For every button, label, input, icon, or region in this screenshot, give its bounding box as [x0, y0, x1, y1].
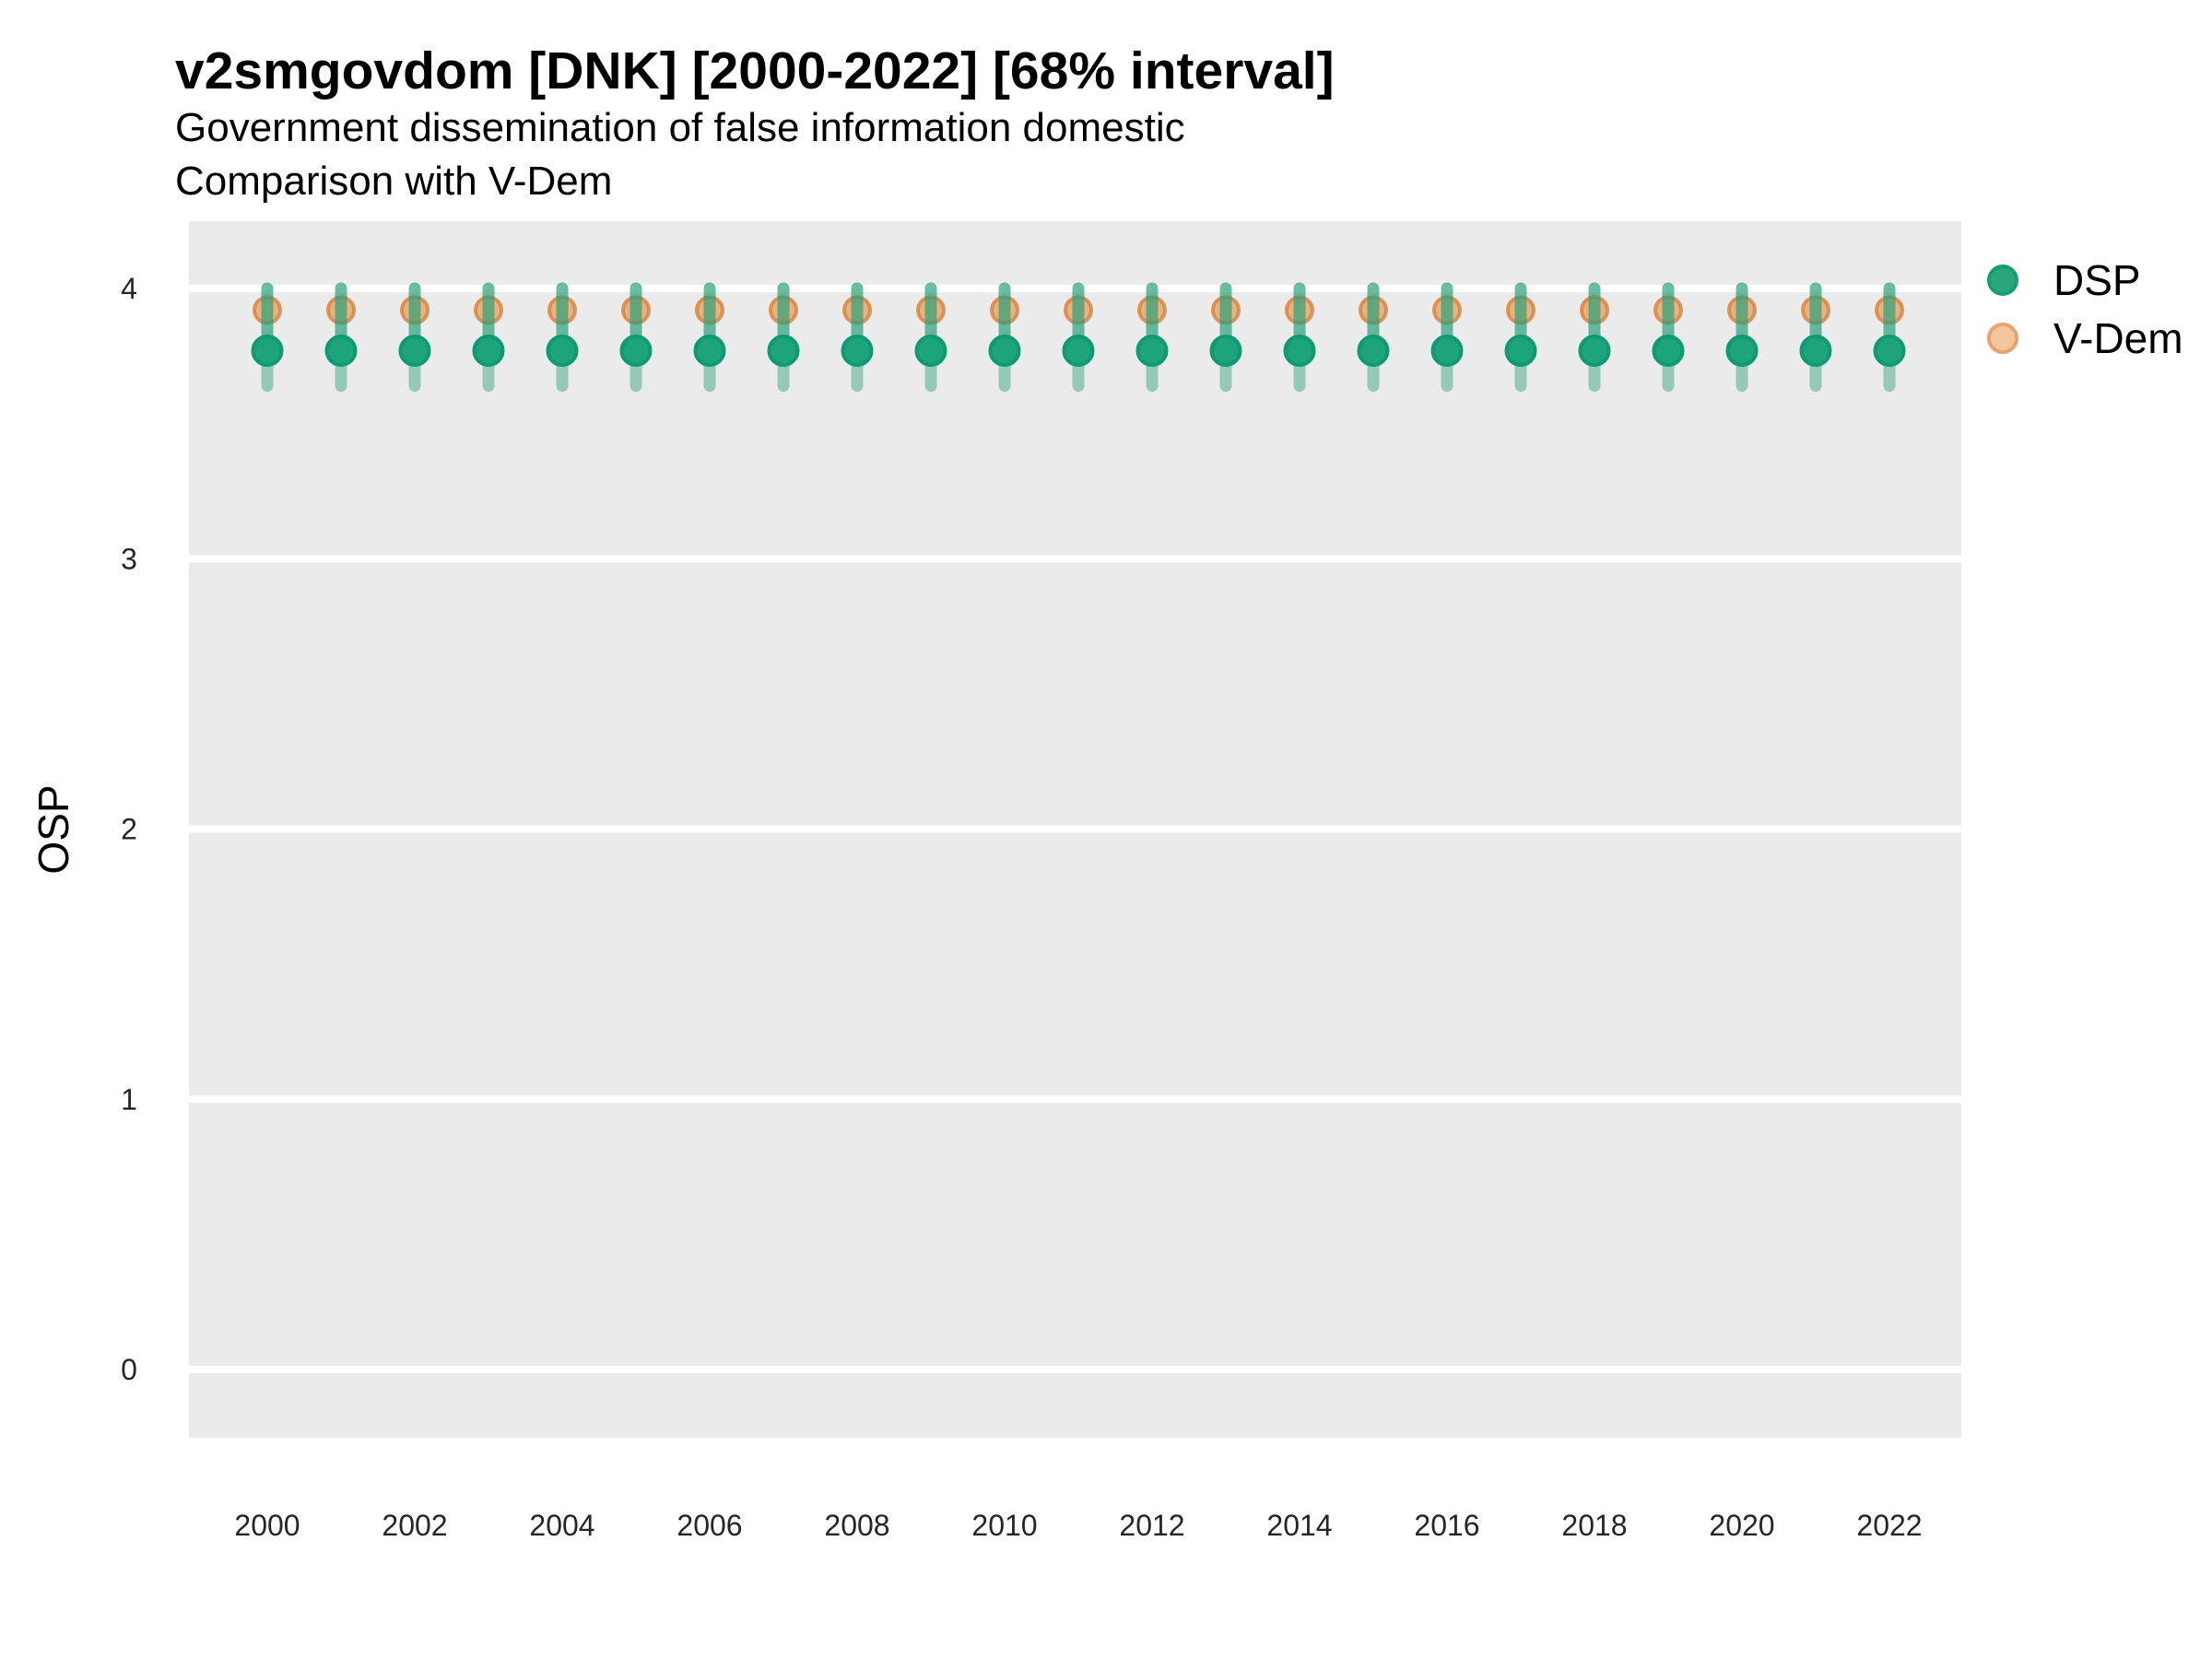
dsp-point — [546, 334, 579, 367]
dsp-point — [251, 334, 284, 367]
vdem-point — [990, 295, 1019, 325]
dsp-point — [324, 334, 358, 367]
vdem-point — [1580, 295, 1609, 325]
vdem-point — [326, 295, 356, 325]
dsp-point — [767, 334, 800, 367]
dsp-point — [1357, 334, 1390, 367]
dsp-point — [1652, 334, 1685, 367]
vdem-point — [1875, 295, 1904, 325]
dsp-point — [1283, 334, 1316, 367]
x-tick-label: 2004 — [529, 1509, 594, 1542]
vdem-point — [1506, 295, 1535, 325]
vdem-point — [621, 295, 651, 325]
vdem-point — [1285, 295, 1314, 325]
dsp-point — [1799, 334, 1832, 367]
chart-subtitle-2: Comparison with V-Dem — [175, 159, 613, 204]
chart-subtitle: Government dissemination of false inform… — [175, 105, 1185, 150]
dsp-point — [472, 334, 505, 367]
dsp-point — [988, 334, 1021, 367]
vdem-point — [1137, 295, 1167, 325]
vdem-point — [1432, 295, 1462, 325]
x-tick-label: 2020 — [1709, 1509, 1774, 1542]
vdem-point — [1653, 295, 1683, 325]
dsp-point — [1430, 334, 1464, 367]
x-tick-label: 2014 — [1266, 1509, 1332, 1542]
x-tick-label: 2022 — [1856, 1509, 1922, 1542]
chart-title: v2smgovdom [DNK] [2000-2022] [68% interv… — [175, 41, 1335, 100]
dsp-point — [1209, 334, 1242, 367]
vdem-legend-dot-icon — [1987, 322, 2018, 354]
legend: DSP V-Dem — [1987, 251, 2183, 367]
dsp-point — [1504, 334, 1537, 367]
dsp-point — [1062, 334, 1095, 367]
vdem-point — [769, 295, 798, 325]
vdem-point — [1727, 295, 1757, 325]
y-tick-label: 0 — [121, 1353, 137, 1386]
dsp-point — [1725, 334, 1759, 367]
legend-item-dsp: DSP — [1987, 251, 2183, 309]
y-tick-label: 1 — [121, 1083, 137, 1116]
x-tick-label: 2008 — [824, 1509, 889, 1542]
dsp-point — [693, 334, 726, 367]
y-tick-label: 3 — [121, 542, 137, 575]
vdem-point — [1211, 295, 1241, 325]
x-tick-label: 2000 — [234, 1509, 300, 1542]
legend-label-dsp: DSP — [2053, 255, 2141, 304]
vdem-point — [916, 295, 946, 325]
vdem-point — [842, 295, 872, 325]
vdem-point — [400, 295, 429, 325]
legend-label-vdem: V-Dem — [2053, 313, 2183, 362]
y-tick-label: 4 — [121, 272, 137, 305]
y-tick-label: 2 — [121, 813, 137, 846]
vdem-point — [253, 295, 282, 325]
x-tick-label: 2002 — [382, 1509, 447, 1542]
dsp-point — [841, 334, 874, 367]
x-tick-label: 2018 — [1561, 1509, 1627, 1542]
x-tick-label: 2012 — [1119, 1509, 1184, 1542]
dsp-point — [619, 334, 653, 367]
legend-item-vdem: V-Dem — [1987, 309, 2183, 367]
vdem-point — [1064, 295, 1093, 325]
vdem-point — [474, 295, 503, 325]
vdem-point — [547, 295, 577, 325]
vdem-point — [1359, 295, 1388, 325]
x-tick-label: 2010 — [971, 1509, 1037, 1542]
dsp-point — [1135, 334, 1169, 367]
x-tick-label: 2016 — [1414, 1509, 1479, 1542]
dsp-point — [1578, 334, 1611, 367]
dsp-point — [914, 334, 947, 367]
dsp-point — [398, 334, 431, 367]
vdem-point — [1801, 295, 1830, 325]
vdem-point — [695, 295, 724, 325]
dsp-point — [1873, 334, 1906, 367]
x-tick-label: 2006 — [677, 1509, 742, 1542]
dsp-legend-dot-icon — [1987, 264, 2018, 296]
